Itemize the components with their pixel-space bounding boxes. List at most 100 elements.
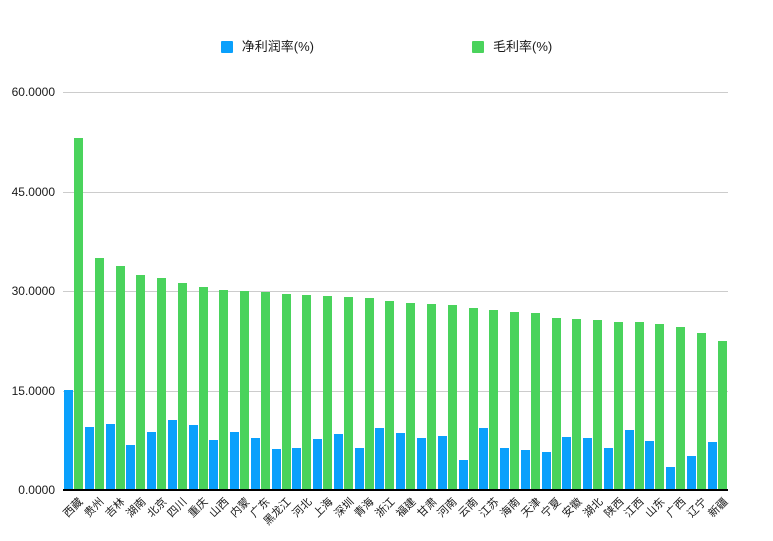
bar-gross-margin-陕西[interactable]	[613, 321, 623, 490]
bar-group-西藏	[64, 137, 83, 490]
bar-gross-margin-青海[interactable]	[364, 298, 374, 490]
bar-gross-margin-安徽[interactable]	[572, 318, 582, 490]
bar-gross-margin-河南[interactable]	[447, 304, 457, 490]
x-tick-label-北京: 北京	[144, 496, 170, 521]
x-tick-label-湖北: 湖北	[581, 496, 606, 521]
bar-net-profit-margin-云南[interactable]	[458, 460, 468, 490]
bar-net-profit-margin-北京[interactable]	[147, 432, 157, 490]
bar-gross-margin-内蒙[interactable]	[240, 291, 250, 490]
bar-gross-margin-西藏[interactable]	[74, 137, 83, 490]
y-tick-label: 60.0000	[11, 85, 55, 99]
bar-gross-margin-福建[interactable]	[406, 302, 416, 490]
bar-net-profit-margin-宁夏[interactable]	[541, 451, 551, 490]
x-tick-label-上海: 上海	[311, 496, 336, 521]
bar-gross-margin-广东[interactable]	[260, 292, 270, 490]
x-tick-label-广西: 广西	[664, 496, 689, 521]
bar-group-江苏	[479, 309, 499, 490]
bar-group-广东	[250, 292, 270, 490]
bar-net-profit-margin-天津[interactable]	[520, 449, 530, 490]
bar-net-profit-margin-西藏[interactable]	[64, 389, 73, 490]
bar-net-profit-margin-山西[interactable]	[209, 440, 219, 490]
bar-net-profit-margin-辽宁[interactable]	[686, 455, 696, 490]
bar-gross-margin-北京[interactable]	[157, 277, 167, 490]
bar-net-profit-margin-浙江[interactable]	[375, 428, 385, 490]
bar-gross-margin-上海[interactable]	[323, 295, 333, 490]
bar-group-青海	[354, 298, 374, 490]
legend-item-net-profit-margin[interactable]: 净利润率(%)	[220, 40, 314, 54]
bar-gross-margin-山东[interactable]	[655, 323, 665, 490]
bar-net-profit-margin-吉林[interactable]	[105, 423, 115, 490]
bar-net-profit-margin-安徽[interactable]	[562, 436, 572, 490]
x-tick-label-山西: 山西	[207, 496, 232, 521]
bar-group-北京	[147, 277, 167, 490]
bar-gross-margin-吉林[interactable]	[115, 265, 125, 490]
x-tick-label-浙江: 浙江	[373, 496, 398, 521]
x-tick-label-湖南: 湖南	[124, 496, 149, 521]
bar-gross-margin-海南[interactable]	[510, 311, 520, 490]
bar-net-profit-margin-广西[interactable]	[666, 466, 676, 490]
bar-gross-margin-甘肃[interactable]	[427, 304, 437, 490]
bar-gross-margin-河北[interactable]	[302, 294, 312, 490]
x-tick-label-四川: 四川	[165, 496, 190, 521]
bar-gross-margin-深圳[interactable]	[343, 296, 353, 490]
bar-gross-margin-江苏[interactable]	[489, 309, 499, 490]
bar-group-山西	[209, 290, 229, 490]
bar-group-四川	[167, 283, 187, 490]
x-tick-label-天津: 天津	[519, 496, 544, 521]
bar-gross-margin-贵州[interactable]	[94, 257, 104, 490]
x-tick-label-河北: 河北	[290, 496, 315, 521]
bar-group-重庆	[188, 287, 208, 490]
bar-gross-margin-湖南[interactable]	[136, 275, 146, 490]
bar-net-profit-margin-江西[interactable]	[624, 430, 634, 490]
x-tick-label-新疆: 新疆	[706, 496, 731, 521]
bar-net-profit-margin-内蒙[interactable]	[230, 432, 240, 490]
bar-net-profit-margin-陕西[interactable]	[603, 448, 613, 490]
x-tick-label-青海: 青海	[352, 496, 377, 521]
bar-net-profit-margin-新疆[interactable]	[707, 441, 717, 490]
bar-gross-margin-浙江[interactable]	[385, 300, 395, 490]
bar-net-profit-margin-黑龙江[interactable]	[271, 448, 281, 490]
bar-group-山东	[645, 323, 665, 490]
bar-gross-margin-宁夏[interactable]	[551, 317, 561, 490]
bar-gross-margin-湖北[interactable]	[593, 319, 603, 490]
bar-group-新疆	[707, 340, 727, 490]
bar-group-陕西	[603, 321, 623, 490]
bar-net-profit-margin-湖南[interactable]	[126, 444, 136, 490]
bar-gross-margin-辽宁[interactable]	[696, 333, 706, 490]
bar-group-广西	[666, 326, 686, 490]
bar-net-profit-margin-贵州[interactable]	[84, 426, 94, 490]
bar-gross-margin-黑龙江[interactable]	[281, 294, 291, 490]
bar-gross-margin-云南[interactable]	[468, 308, 478, 490]
x-tick-label-贵州: 贵州	[82, 496, 107, 521]
bar-group-浙江	[375, 300, 395, 490]
bar-gross-margin-广西[interactable]	[676, 326, 686, 490]
bar-group-安徽	[562, 318, 582, 490]
bar-gross-margin-新疆[interactable]	[717, 340, 727, 490]
bar-net-profit-margin-河南[interactable]	[437, 435, 447, 490]
bar-gross-margin-山西[interactable]	[219, 290, 229, 490]
bar-net-profit-margin-四川[interactable]	[167, 419, 177, 490]
legend-item-gross-margin[interactable]: 毛利率(%)	[472, 40, 552, 54]
bar-net-profit-margin-河北[interactable]	[292, 448, 302, 490]
bar-net-profit-margin-深圳[interactable]	[333, 434, 343, 490]
bar-net-profit-margin-山东[interactable]	[645, 440, 655, 490]
bars-container	[63, 92, 728, 490]
bar-gross-margin-重庆[interactable]	[198, 287, 208, 490]
bar-net-profit-margin-青海[interactable]	[354, 447, 364, 490]
bar-group-内蒙	[230, 291, 250, 490]
bar-net-profit-margin-甘肃[interactable]	[417, 438, 427, 490]
bar-net-profit-margin-福建[interactable]	[396, 432, 406, 490]
bar-gross-margin-天津[interactable]	[530, 312, 540, 490]
bar-gross-margin-江西[interactable]	[634, 322, 644, 490]
bar-net-profit-margin-上海[interactable]	[313, 438, 323, 490]
bar-net-profit-margin-江苏[interactable]	[479, 428, 489, 490]
bar-net-profit-margin-广东[interactable]	[250, 438, 260, 490]
bar-group-上海	[313, 295, 333, 490]
bar-net-profit-margin-湖北[interactable]	[583, 438, 593, 490]
x-tick-label-海南: 海南	[498, 496, 523, 521]
bar-group-湖北	[583, 319, 603, 490]
bar-net-profit-margin-海南[interactable]	[500, 447, 510, 490]
x-axis-line	[63, 489, 728, 491]
bar-gross-margin-四川[interactable]	[177, 283, 187, 490]
bar-net-profit-margin-重庆[interactable]	[188, 425, 198, 490]
